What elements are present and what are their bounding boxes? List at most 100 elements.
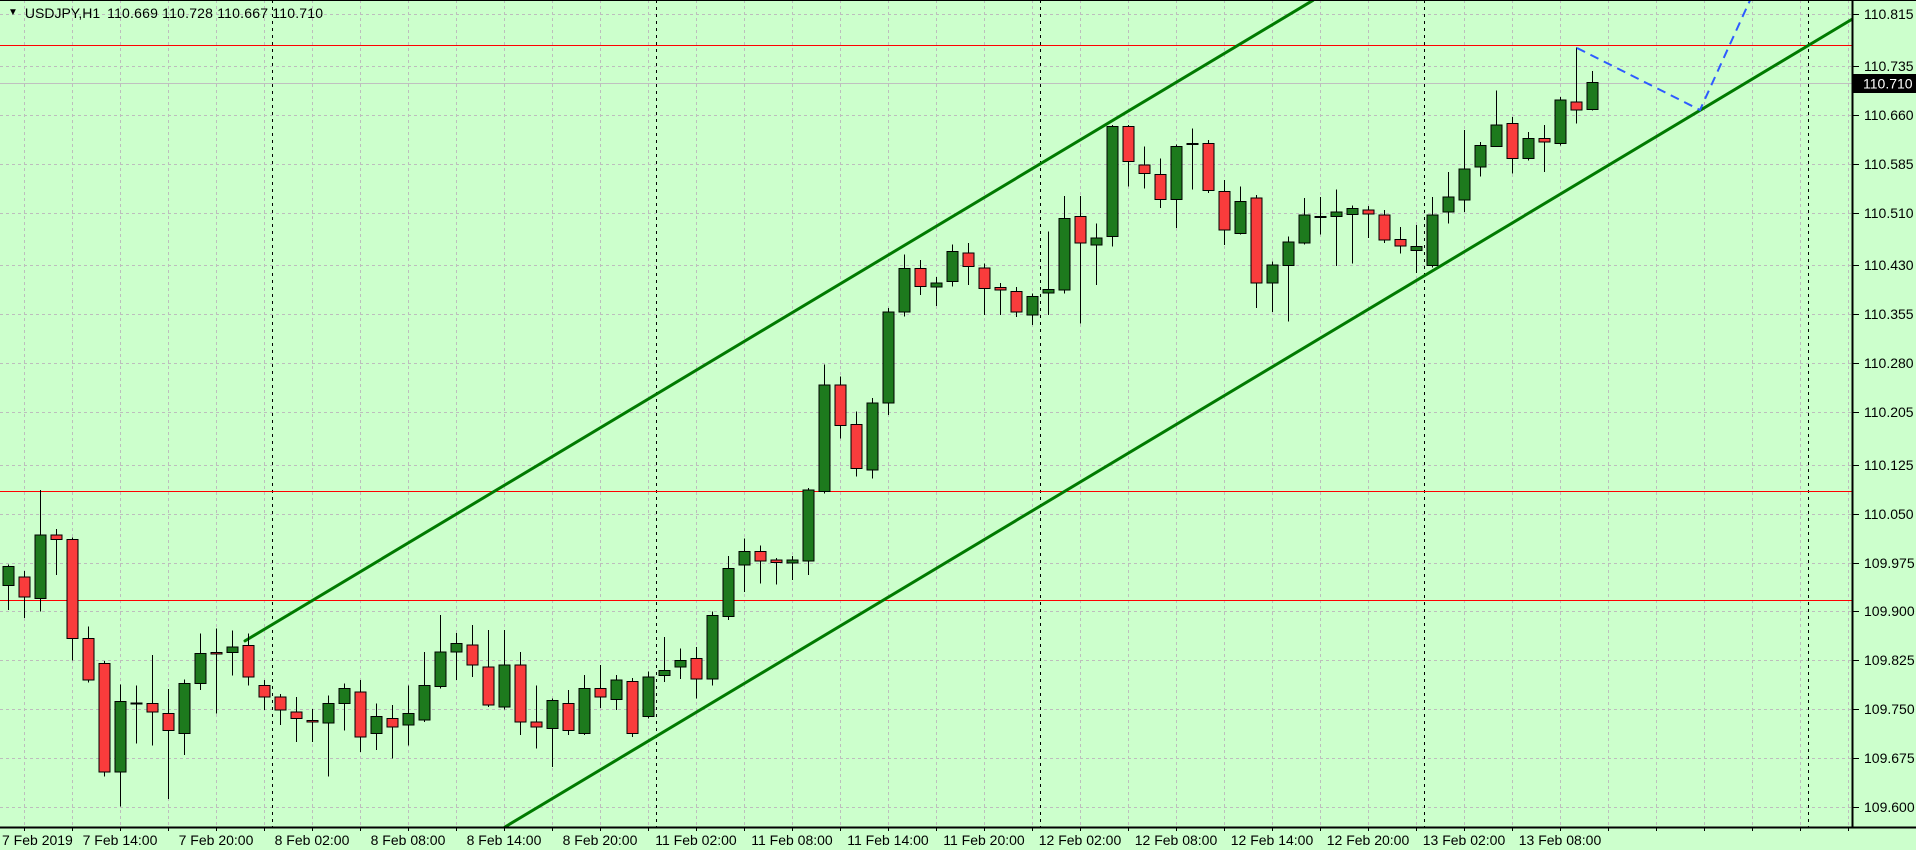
price-tick-label: 110.430 bbox=[1864, 257, 1914, 273]
price-tick-label: 110.050 bbox=[1864, 506, 1914, 522]
candles bbox=[2, 47, 1599, 807]
time-axis: 7 Feb 2019 7 Feb 14:00 7 Feb 20:00 8 Feb 02… bbox=[2, 827, 1849, 848]
candle bbox=[1330, 189, 1343, 267]
price-tick-label: 109.975 bbox=[1864, 555, 1915, 571]
candle bbox=[706, 611, 719, 686]
candle bbox=[1314, 196, 1327, 235]
time-tick-label: 13 Feb 02:00 bbox=[1423, 832, 1506, 848]
candle bbox=[18, 571, 31, 619]
time-tick-label: 7 Feb 14:00 bbox=[83, 832, 158, 848]
candle bbox=[882, 307, 895, 415]
candle bbox=[1474, 141, 1487, 177]
candle bbox=[626, 678, 639, 737]
current-price-badge: 110.710 bbox=[1853, 74, 1916, 93]
candle bbox=[1426, 196, 1439, 268]
candle bbox=[34, 490, 47, 612]
ohlc-quote-label: 110.669 110.728 110.667 110.710 bbox=[107, 5, 324, 21]
candle bbox=[258, 680, 271, 711]
candle bbox=[498, 629, 511, 710]
price-axis: 110.815 110.735 110.660 110.585 110.510 110.4… bbox=[1852, 6, 1915, 815]
price-tick-label: 110.125 bbox=[1864, 457, 1914, 473]
candle bbox=[2, 564, 15, 611]
candle bbox=[1154, 158, 1167, 208]
time-tick-label: 11 Feb 14:00 bbox=[847, 832, 929, 848]
channel-upper[interactable] bbox=[243, 0, 1315, 643]
time-tick-label: 8 Feb 20:00 bbox=[563, 832, 638, 848]
candle bbox=[114, 684, 127, 807]
candle bbox=[1554, 96, 1567, 146]
candle bbox=[434, 614, 447, 689]
candle bbox=[514, 651, 527, 735]
candle bbox=[66, 537, 79, 661]
candle bbox=[1586, 70, 1599, 111]
candle bbox=[914, 260, 927, 295]
candle bbox=[1346, 205, 1359, 264]
candle bbox=[594, 665, 607, 709]
time-tick-label: 11 Feb 02:00 bbox=[655, 832, 737, 848]
candle bbox=[1266, 261, 1279, 312]
candle bbox=[786, 555, 799, 581]
candle bbox=[146, 655, 159, 746]
grid-lines bbox=[0, 0, 1852, 827]
candle bbox=[1458, 130, 1471, 212]
candle bbox=[578, 674, 591, 735]
candle bbox=[978, 263, 991, 316]
window-marker-icon[interactable]: ▼ bbox=[8, 7, 18, 18]
candle bbox=[1042, 231, 1055, 316]
candle bbox=[930, 277, 943, 306]
candle bbox=[1234, 186, 1247, 235]
candle bbox=[418, 651, 431, 722]
candle bbox=[834, 376, 847, 439]
candle bbox=[722, 555, 735, 620]
candle bbox=[1410, 224, 1423, 274]
candle bbox=[1282, 236, 1295, 322]
candle bbox=[754, 545, 767, 584]
candle bbox=[130, 685, 143, 744]
axes bbox=[0, 0, 1916, 829]
candle bbox=[98, 661, 111, 777]
channel-lower[interactable] bbox=[503, 17, 1854, 829]
candle bbox=[1186, 128, 1199, 190]
time-tick-label: 7 Feb 2019 bbox=[2, 832, 73, 848]
price-tick-label: 109.825 bbox=[1864, 652, 1915, 668]
price-tick-label: 110.660 bbox=[1864, 107, 1914, 123]
candle bbox=[1058, 196, 1071, 294]
time-tick-label: 8 Feb 08:00 bbox=[371, 832, 446, 848]
candle bbox=[274, 693, 287, 726]
candle bbox=[962, 243, 975, 285]
candle bbox=[1074, 196, 1087, 324]
candle bbox=[546, 698, 559, 767]
candle bbox=[1298, 198, 1311, 245]
candle bbox=[194, 633, 207, 690]
candle bbox=[306, 708, 319, 743]
candle bbox=[674, 648, 687, 679]
candle bbox=[1106, 125, 1119, 247]
candle bbox=[642, 671, 655, 719]
candle bbox=[1218, 179, 1231, 246]
candle bbox=[1170, 144, 1183, 229]
candle bbox=[1010, 286, 1023, 317]
candle bbox=[946, 244, 959, 287]
time-tick-label: 7 Feb 20:00 bbox=[179, 832, 254, 848]
candle bbox=[1506, 117, 1519, 174]
candle bbox=[226, 630, 239, 676]
candle bbox=[690, 646, 703, 699]
candle bbox=[338, 683, 351, 731]
candle bbox=[162, 689, 175, 799]
time-tick-label: 12 Feb 02:00 bbox=[1039, 832, 1122, 848]
current-price-label: 110.710 bbox=[1863, 76, 1913, 92]
time-tick-label: 12 Feb 20:00 bbox=[1327, 832, 1410, 848]
candle bbox=[866, 397, 879, 479]
projection-path[interactable] bbox=[1576, 0, 1751, 112]
candle bbox=[610, 674, 623, 711]
candle bbox=[1090, 223, 1103, 285]
time-tick-label: 8 Feb 14:00 bbox=[467, 832, 542, 848]
candle bbox=[738, 538, 751, 592]
price-tick-label: 110.585 bbox=[1864, 156, 1914, 172]
candle bbox=[1538, 125, 1551, 173]
time-tick-label: 11 Feb 20:00 bbox=[943, 832, 1025, 848]
candle bbox=[850, 411, 863, 477]
candle bbox=[1442, 172, 1455, 224]
